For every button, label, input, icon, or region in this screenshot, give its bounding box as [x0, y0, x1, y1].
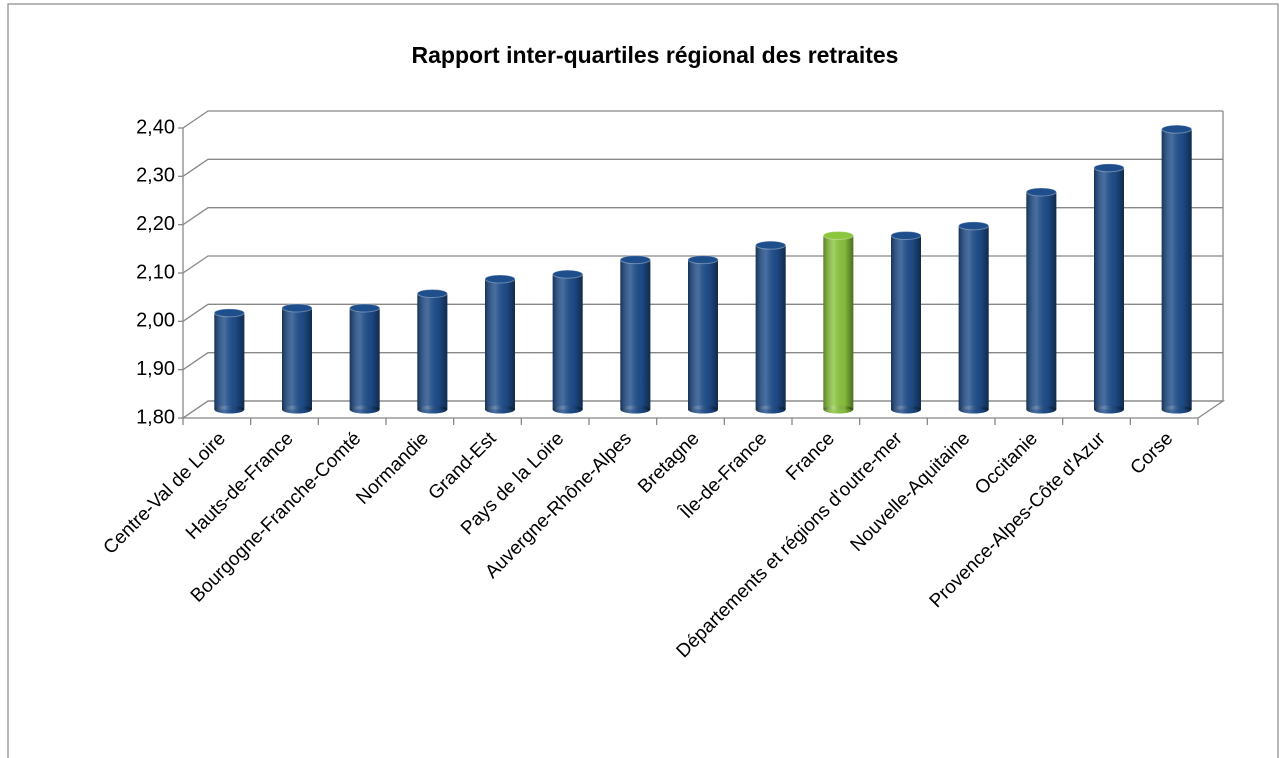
bar-top — [958, 221, 990, 231]
chart-border — [7, 3, 1279, 758]
bar-top — [687, 255, 719, 265]
grid-line — [182, 110, 1223, 129]
bar-shade — [349, 308, 380, 410]
bar-base-shade — [891, 405, 921, 414]
grid-line — [182, 400, 1223, 419]
bar-shade — [282, 308, 312, 410]
bar-shade — [755, 245, 786, 410]
bar-base-shade — [282, 405, 312, 414]
bar-shade — [214, 312, 245, 410]
bar-base-shade — [214, 405, 245, 414]
bar-shade — [891, 235, 921, 410]
x-tick-label: Occitanie — [971, 428, 1042, 499]
bar-top — [822, 231, 854, 240]
bar-top — [416, 289, 448, 298]
bar-top — [484, 274, 516, 284]
bar-top — [619, 255, 651, 265]
bar-top — [755, 240, 787, 250]
bar-shade — [552, 274, 583, 410]
grid-line — [182, 207, 1223, 226]
bar-shade — [1094, 167, 1124, 410]
bar-shade — [620, 259, 651, 410]
y-tick-label: 2,40 — [136, 116, 175, 138]
bar-base-shade — [755, 405, 786, 414]
bar-shade — [823, 235, 854, 410]
bar-shade — [485, 279, 515, 410]
x-tick-label: Bretagne — [634, 428, 703, 497]
bar-base-shade — [485, 405, 515, 414]
y-tick-label: 2,10 — [136, 261, 175, 283]
bar-base-shade — [1161, 405, 1192, 414]
bar-top — [552, 269, 584, 279]
grid-line — [182, 255, 1223, 274]
x-tick-label: Corse — [1127, 428, 1178, 479]
x-tick-label: Normandie — [352, 428, 433, 509]
bar-top — [349, 303, 381, 313]
y-tick-label: 1,80 — [136, 406, 175, 428]
y-tick-label: 1,90 — [136, 358, 175, 380]
bar-base-shade — [349, 405, 380, 414]
bar-base-shade — [1094, 405, 1124, 414]
bar-top — [213, 308, 245, 318]
bar-base-shade — [688, 405, 718, 414]
bar-base-shade — [1026, 405, 1057, 414]
y-tick-label: 2,30 — [136, 165, 175, 187]
bar-base-shade — [823, 405, 854, 414]
bar-top — [1093, 163, 1125, 173]
bar-top — [890, 231, 922, 240]
x-tick-label: Centre-Val de Loire — [100, 428, 230, 558]
bar-base-shade — [552, 405, 583, 414]
grid-line — [182, 352, 1223, 371]
grid-line — [182, 158, 1223, 177]
bar-shade — [417, 293, 448, 410]
grid-line — [182, 303, 1223, 322]
bar-top — [1161, 124, 1193, 134]
chart-title: Rapport inter-quartiles régional des ret… — [412, 42, 899, 68]
y-tick-label: 2,00 — [136, 310, 175, 332]
x-tick-label: France — [782, 428, 839, 485]
bar-base-shade — [417, 405, 448, 414]
bar-shade — [688, 259, 718, 410]
bar-shade — [1161, 129, 1192, 410]
bar-shade — [958, 225, 989, 410]
bar-top — [281, 303, 313, 313]
x-tick-label: Nouvelle-Aquitaine — [847, 428, 975, 556]
bar-top — [1025, 187, 1057, 197]
y-tick-label: 2,20 — [136, 213, 175, 235]
bar-shade — [1026, 192, 1057, 410]
bar-base-shade — [958, 405, 989, 414]
bar-base-shade — [620, 405, 651, 414]
